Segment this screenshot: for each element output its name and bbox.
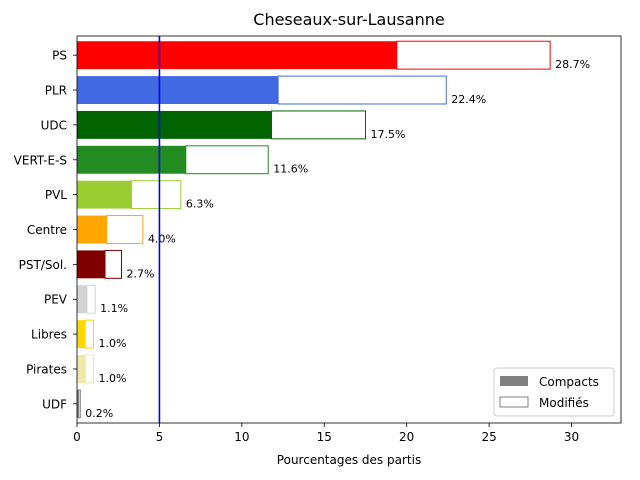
bar-compacts-8 [77, 320, 86, 349]
x-axis-label: Pourcentages des partis [277, 453, 421, 467]
bar-compacts-2 [77, 110, 272, 139]
legend-label-1: Modifiés [539, 396, 589, 410]
x-tick-label-4: 20 [399, 430, 414, 444]
data-label-10: 0.2% [85, 407, 113, 420]
bar-modifies-1 [277, 75, 447, 105]
x-tick-label-3: 15 [317, 430, 332, 444]
data-label-4: 6.3% [186, 198, 214, 211]
bar-modifies-5 [106, 215, 144, 244]
bar-modifies-6 [104, 249, 123, 279]
bar-modifies-3 [185, 145, 269, 175]
data-label-8: 1.0% [98, 337, 126, 350]
bar-compacts-6 [77, 250, 106, 279]
legend-label-0: Compacts [539, 375, 599, 389]
data-label-6: 2.7% [127, 267, 155, 280]
bar-modifies-10 [78, 389, 81, 419]
x-tick-label-5: 25 [481, 430, 496, 444]
axes-group: PS PLR UDC VERT-E-S PVL Centre PST/Sol. PEV Libr… [14, 35, 622, 444]
y-tick-label-7: PEV [44, 293, 68, 307]
y-tick-label-6: PST/Sol. [19, 258, 67, 272]
bar-compacts-5 [77, 215, 107, 244]
y-tick-label-10: UDF [42, 397, 67, 411]
x-tick-label-6: 30 [564, 430, 579, 444]
bar-modifies-8 [84, 319, 94, 349]
chart-title: Cheseaux-sur-Lausanne [253, 10, 444, 29]
bar-modifies-4 [130, 180, 182, 210]
y-tick-label-3: VERT-E-S [14, 153, 67, 167]
bar-compacts-0 [77, 41, 397, 70]
legend-swatch-modifies [499, 396, 529, 408]
plot-frame [76, 35, 622, 424]
data-label-3: 11.6% [273, 163, 308, 176]
y-tick-label-2: UDC [41, 118, 67, 132]
bar-modifies-7 [86, 284, 96, 314]
bar-compacts-10 [77, 389, 79, 418]
bar-compacts-3 [77, 145, 186, 174]
data-label-9: 1.0% [98, 372, 126, 385]
data-label-1: 22.4% [451, 93, 486, 106]
data-label-0: 28.7% [555, 58, 590, 71]
y-tick-label-0: PS [52, 49, 67, 63]
bar-compacts-1 [77, 76, 279, 104]
y-tick-label-4: PVL [45, 188, 67, 202]
bar-modifies-2 [271, 110, 366, 140]
bar-compacts-4 [77, 180, 132, 209]
legend-swatch-compacts [500, 376, 528, 386]
bar-compacts-9 [77, 355, 86, 383]
data-label-2: 17.5% [370, 128, 405, 141]
x-tick-label-1: 5 [156, 430, 164, 444]
bar-modifies-9 [84, 354, 94, 384]
x-tick-label-0: 0 [73, 430, 81, 444]
data-label-7: 1.1% [100, 302, 128, 315]
y-tick-label-9: Pirates [26, 362, 67, 376]
x-tick-label-2: 10 [234, 430, 249, 444]
bar-modifies-0 [396, 40, 551, 70]
bar-compacts-7 [77, 285, 87, 314]
y-tick-label-8: Libres [31, 328, 67, 342]
y-tick-label-1: PLR [45, 84, 67, 98]
y-tick-label-5: Centre [27, 223, 67, 237]
data-label-5: 4.0% [148, 232, 176, 245]
bars-group: 28.7% 22.4% 17.5% 11.6% 6.3% 4.0% 2.7% 1.1% 1.0%… [77, 40, 590, 420]
legend: Compacts Modifiés [493, 367, 615, 417]
